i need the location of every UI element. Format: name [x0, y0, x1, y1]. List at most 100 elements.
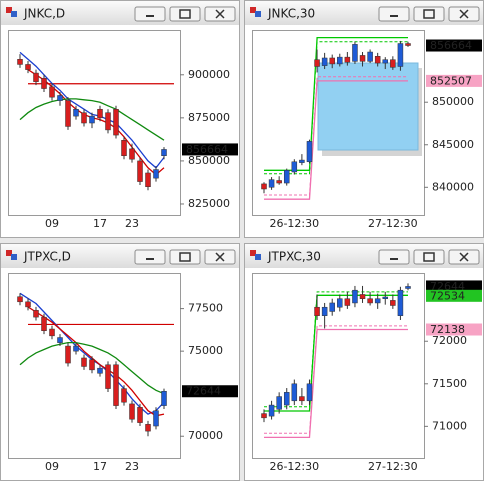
candle-body [261, 413, 267, 419]
restore-button[interactable] [413, 249, 445, 265]
button-glyph [459, 252, 469, 262]
candle-body [97, 108, 103, 119]
candle-body [291, 383, 298, 402]
window-icon-b [11, 11, 17, 17]
price-marker-label: 856664 [186, 143, 228, 156]
x-tick-label: 23 [125, 460, 139, 473]
candle-body [161, 390, 167, 406]
button-glyph [215, 9, 225, 19]
restore-button[interactable] [413, 6, 445, 22]
y-tick-label: 845000 [432, 138, 474, 151]
candle-body [121, 388, 127, 403]
candle-body [374, 56, 381, 64]
chart-window: JNKC,D 825000 850000 875000 900000 09 17 23 8566… [0, 0, 240, 238]
candle-body [89, 359, 95, 371]
candle-body [337, 56, 343, 65]
candle-body [81, 112, 87, 124]
candle-body [397, 289, 404, 316]
candle-body [17, 296, 23, 303]
candle-body [299, 159, 305, 163]
candle-body [299, 396, 305, 402]
x-tick-label: 17 [93, 217, 107, 230]
x-tick-label: 17 [93, 460, 107, 473]
indicator-line [19, 98, 165, 141]
candle-body [49, 328, 55, 337]
price-marker-label: 852507 [430, 74, 472, 87]
minimize-button[interactable] [134, 6, 166, 22]
candle-body [49, 86, 55, 98]
candle-body [276, 396, 282, 410]
candle-body [137, 160, 143, 182]
y-tick-label: 77500 [188, 302, 223, 315]
candle-body [57, 337, 63, 343]
candle-body [105, 364, 111, 389]
candle-body [145, 424, 151, 432]
candle-body [105, 112, 111, 131]
price-marker [426, 39, 482, 52]
candle-body [41, 316, 47, 331]
price-marker [426, 280, 482, 293]
price-marker-label: 72644 [430, 280, 465, 293]
x-tick-label: 09 [45, 460, 59, 473]
button-glyph [215, 252, 225, 262]
window-icon-a [250, 250, 256, 256]
candle-body [367, 51, 373, 62]
indicator-line [264, 76, 408, 196]
window-icon-a [6, 7, 12, 13]
candle-body [57, 95, 63, 101]
indicator-line [264, 80, 408, 200]
candle-body [161, 149, 167, 156]
price-marker-label: 856664 [430, 39, 472, 52]
minimize-button[interactable] [134, 249, 166, 265]
restore-button[interactable] [169, 249, 201, 265]
indicator-line [264, 328, 408, 439]
candle-body [129, 148, 135, 160]
candle-body [359, 55, 366, 62]
restore-button[interactable] [169, 6, 201, 22]
candle-body [359, 294, 366, 299]
indicator-line [264, 41, 408, 175]
minimize-button[interactable] [378, 6, 410, 22]
candle-body [73, 108, 79, 117]
candle-body [81, 357, 87, 367]
y-tick-label: 825000 [188, 197, 230, 210]
candle-body [73, 345, 79, 352]
candle-body [337, 298, 343, 308]
price-marker [426, 323, 482, 336]
window-icon-a [6, 250, 12, 256]
candle-body [33, 72, 39, 82]
candle-body [153, 169, 159, 179]
candle-body [268, 404, 275, 417]
button-glyph [423, 9, 435, 19]
x-tick-label: 27-12:30 [368, 217, 418, 230]
minimize-button[interactable] [378, 249, 410, 265]
candle-body [405, 43, 411, 46]
candle-body [137, 407, 143, 423]
candle-body [390, 59, 396, 68]
candle-body [283, 170, 290, 184]
indicator-line [264, 291, 408, 408]
candle-body [382, 296, 389, 299]
price-marker-label: 72534 [430, 289, 465, 302]
window-title: JNKC,D [23, 7, 65, 21]
y-tick-label: 850000 [188, 154, 230, 167]
candle-body [283, 392, 290, 406]
candle-body [17, 59, 23, 65]
x-tick-label: 26-12:30 [269, 460, 319, 473]
y-tick-label: 840000 [432, 180, 474, 193]
candle-body [153, 410, 159, 427]
window-icon-a [250, 7, 256, 13]
x-tick-label: 26-12:30 [269, 217, 319, 230]
window-title: JNKC,30 [267, 7, 315, 21]
button-glyph [179, 9, 191, 19]
candle-body [344, 56, 351, 63]
candle-body [367, 298, 373, 304]
candle-body [329, 302, 335, 312]
price-marker-label: 72644 [186, 385, 221, 398]
candle-body [121, 139, 127, 156]
candle-body [321, 306, 328, 316]
chart-window: JNKC,30 840000 845000 850000 26-12:30 27-12:3… [244, 0, 484, 238]
candle-body [113, 108, 119, 136]
candle-body [352, 289, 358, 304]
candle-body [321, 57, 328, 66]
